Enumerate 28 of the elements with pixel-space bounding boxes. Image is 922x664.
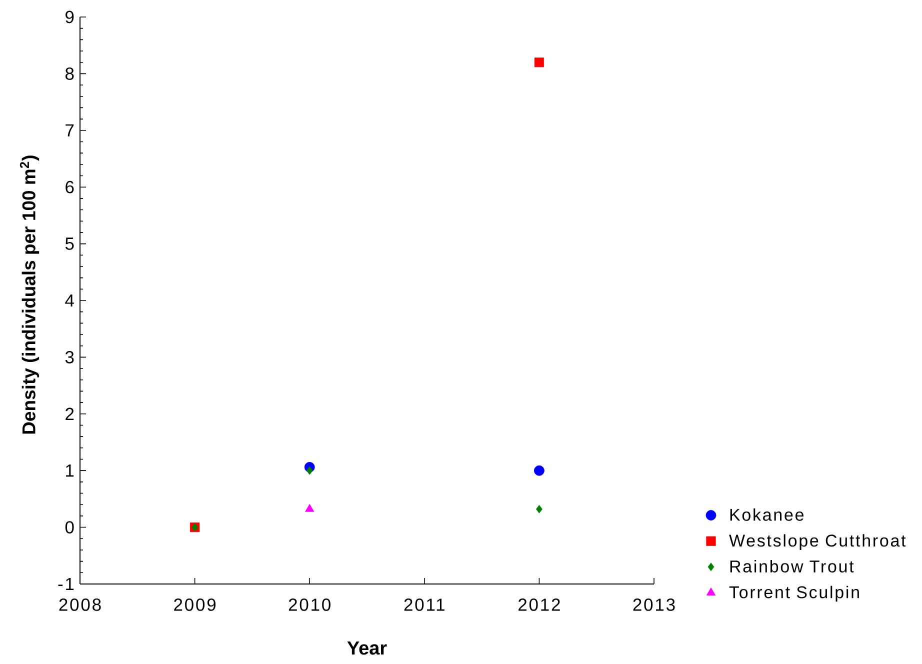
y-tick-label: -1: [58, 578, 74, 590]
legend-label: Kokanee: [730, 508, 804, 521]
point: [536, 504, 542, 514]
y-tick-label: 2: [66, 408, 74, 420]
point: [306, 466, 313, 475]
x-tick-label: 2009: [174, 598, 216, 611]
x-tick-label: 2012: [518, 598, 560, 611]
x-tick-label: 2013: [633, 598, 675, 611]
legend-label: Rainbow Trout: [730, 560, 854, 572]
y-tick-label: 6: [66, 180, 74, 194]
x-tick-label: 2010: [288, 598, 330, 611]
y-tick-label: 0: [65, 521, 74, 534]
x-axis-title: Year: [347, 641, 387, 655]
point: [305, 504, 314, 512]
legend-label: Westslope Cutthroat: [729, 534, 906, 550]
y-tick-label: 8: [65, 68, 74, 80]
y-axis-title: Density (individuals per 100 m$^{2}$): [20, 156, 40, 434]
y-tick-label: 5: [65, 238, 74, 250]
y-tick-label: 1: [66, 464, 74, 477]
x-tick-label: 2011: [404, 598, 444, 611]
y-tick-label: 4: [65, 294, 74, 307]
legend-label: Torrent Sculpin: [729, 586, 859, 602]
point: [534, 58, 544, 68]
y-tick-label: 7: [66, 124, 74, 136]
y-tick-label: 9: [66, 10, 74, 24]
point: [534, 465, 544, 476]
x-tick-label: 2008: [59, 598, 101, 611]
y-tick-label: 3: [65, 350, 74, 364]
